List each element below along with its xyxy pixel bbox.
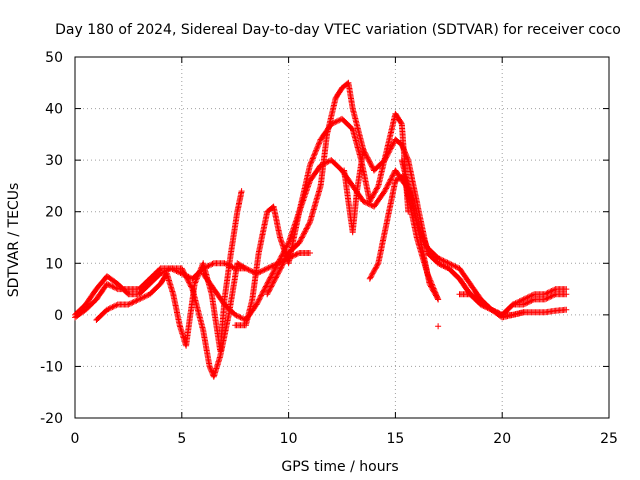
series-arc7 [341,146,367,236]
y-tick-label: -10 [40,359,63,375]
y-tick-label: 0 [54,308,63,324]
x-tick-label: 15 [386,431,404,447]
y-tick-label: 50 [45,50,63,66]
x-tick-label: 20 [493,431,511,447]
series-layer [72,79,570,380]
x-tick-label: 10 [280,431,298,447]
series-arc3 [93,188,245,354]
x-tick-label: 25 [600,431,618,447]
y-tick-label: 10 [45,256,63,272]
y-tick-label: -20 [40,411,63,427]
grid-layer [75,57,609,418]
y-axis-label: SDTVAR / TECUs [6,183,22,298]
series-outlier [435,323,442,330]
chart-title: Day 180 of 2024, Sidereal Day-to-day VTE… [55,22,621,38]
series-marks [456,291,570,318]
x-tick-label: 0 [71,431,80,447]
x-tick-label: 5 [177,431,186,447]
series-marks [341,146,367,236]
series-marks [93,188,245,354]
plot-frame [74,56,610,419]
series-marks [435,323,442,330]
series-arc11 [456,291,570,318]
y-tick-label: 30 [45,153,63,169]
y-tick-label: 20 [45,205,63,221]
y-tick-label: 40 [45,102,63,118]
x-axis-label: GPS time / hours [281,459,398,475]
axes-layer: 0 5 10 15 20 25 -20 -10 0 10 20 30 40 50 [40,50,618,447]
